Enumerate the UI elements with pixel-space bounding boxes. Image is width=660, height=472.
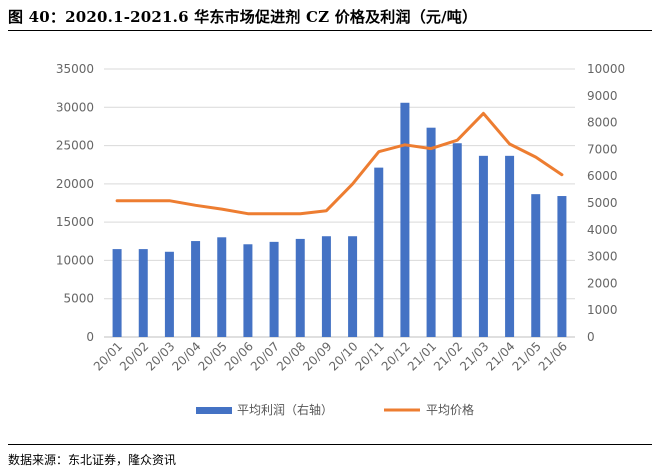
- x-tick-label: 20/04: [169, 339, 203, 373]
- y-right-tick-label: 6000: [587, 169, 618, 183]
- legend-label-bar: 平均利润（右轴）: [237, 402, 333, 417]
- legend-swatch-bar: [196, 407, 232, 414]
- y-left-tick-label: 25000: [56, 139, 94, 153]
- bar: [531, 194, 541, 337]
- bar: [164, 251, 174, 337]
- x-tick-label: 20/09: [300, 339, 334, 373]
- bar: [243, 244, 253, 337]
- x-tick-label: 21/06: [536, 339, 570, 373]
- y-right-tick-label: 7000: [587, 142, 618, 156]
- bar: [348, 236, 358, 337]
- bar: [557, 196, 567, 337]
- y-right-tick-label: 5000: [587, 196, 618, 210]
- x-tick-label: 21/03: [457, 339, 491, 373]
- price-line: [115, 111, 564, 216]
- x-tick-label: 21/02: [431, 339, 465, 373]
- bar: [138, 249, 148, 337]
- y-right-tick-label: 1000: [587, 303, 618, 317]
- legend-label-line: 平均价格: [426, 402, 474, 417]
- bar: [321, 236, 331, 337]
- y-left-tick-label: 5000: [63, 292, 94, 306]
- y-left-tick-label: 35000: [56, 62, 94, 76]
- bar: [478, 155, 488, 337]
- source-note: 数据来源：东北证券，隆众资讯: [8, 453, 177, 467]
- x-tick-label: 20/06: [222, 339, 256, 373]
- gridlines: [104, 68, 575, 338]
- y-left-tick-label: 15000: [56, 215, 94, 229]
- y-right-tick-label: 9000: [587, 89, 618, 103]
- x-tick-label: 20/07: [248, 339, 282, 373]
- x-tick-label: 20/03: [143, 339, 177, 373]
- x-tick-label: 20/05: [196, 339, 230, 373]
- y-axis-right: 0 1000 2000 3000 4000 5000 6000 7000 8000 9000 100…: [587, 62, 625, 344]
- x-axis-labels: 20/0120/0220/0320/0420/0520/0620/0720/08…: [91, 339, 570, 373]
- x-tick-label: 20/12: [379, 339, 413, 373]
- bar: [400, 102, 410, 337]
- y-axis-left: 0 5000 10000 15000 20000 25000 30000 35000: [56, 62, 94, 344]
- y-left-tick-label: 0: [86, 330, 94, 344]
- chart: 0 5000 10000 15000 20000 25000 30000 35000 0 100…: [56, 62, 625, 417]
- chart-title: 图 40：2020.1-2021.6 华东市场促进剂 CZ 价格及利润（元/吨）: [8, 8, 478, 26]
- footer-divider: [8, 444, 652, 445]
- x-tick-label: 20/02: [117, 339, 151, 373]
- y-right-tick-label: 4000: [587, 223, 618, 237]
- x-tick-label: 20/08: [274, 339, 308, 373]
- legend: 平均利润（右轴） 平均价格: [196, 402, 474, 417]
- y-left-tick-label: 30000: [56, 100, 94, 114]
- x-tick-label: 20/01: [91, 339, 125, 373]
- x-tick-label: 20/10: [326, 339, 360, 373]
- bar-series: [112, 102, 567, 337]
- y-right-tick-label: 8000: [587, 116, 618, 130]
- bar: [426, 127, 436, 337]
- bar: [112, 249, 122, 337]
- bar: [191, 241, 201, 337]
- x-tick-label: 20/11: [353, 339, 387, 373]
- y-right-tick-label: 3000: [587, 250, 618, 264]
- y-right-tick-label: 10000: [587, 62, 625, 76]
- bar: [295, 238, 305, 337]
- x-tick-label: 21/05: [510, 339, 544, 373]
- bar: [269, 241, 279, 337]
- bar: [374, 167, 384, 337]
- x-tick-label: 21/04: [483, 339, 517, 373]
- title-divider: [8, 30, 652, 31]
- x-tick-label: 21/01: [405, 339, 439, 373]
- y-right-tick-label: 2000: [587, 276, 618, 290]
- bar: [217, 237, 227, 337]
- y-left-tick-label: 10000: [56, 253, 94, 267]
- bar: [452, 143, 462, 337]
- y-left-tick-label: 20000: [56, 177, 94, 191]
- line-series: [115, 111, 564, 216]
- bar: [505, 155, 515, 337]
- y-right-tick-label: 0: [587, 330, 595, 344]
